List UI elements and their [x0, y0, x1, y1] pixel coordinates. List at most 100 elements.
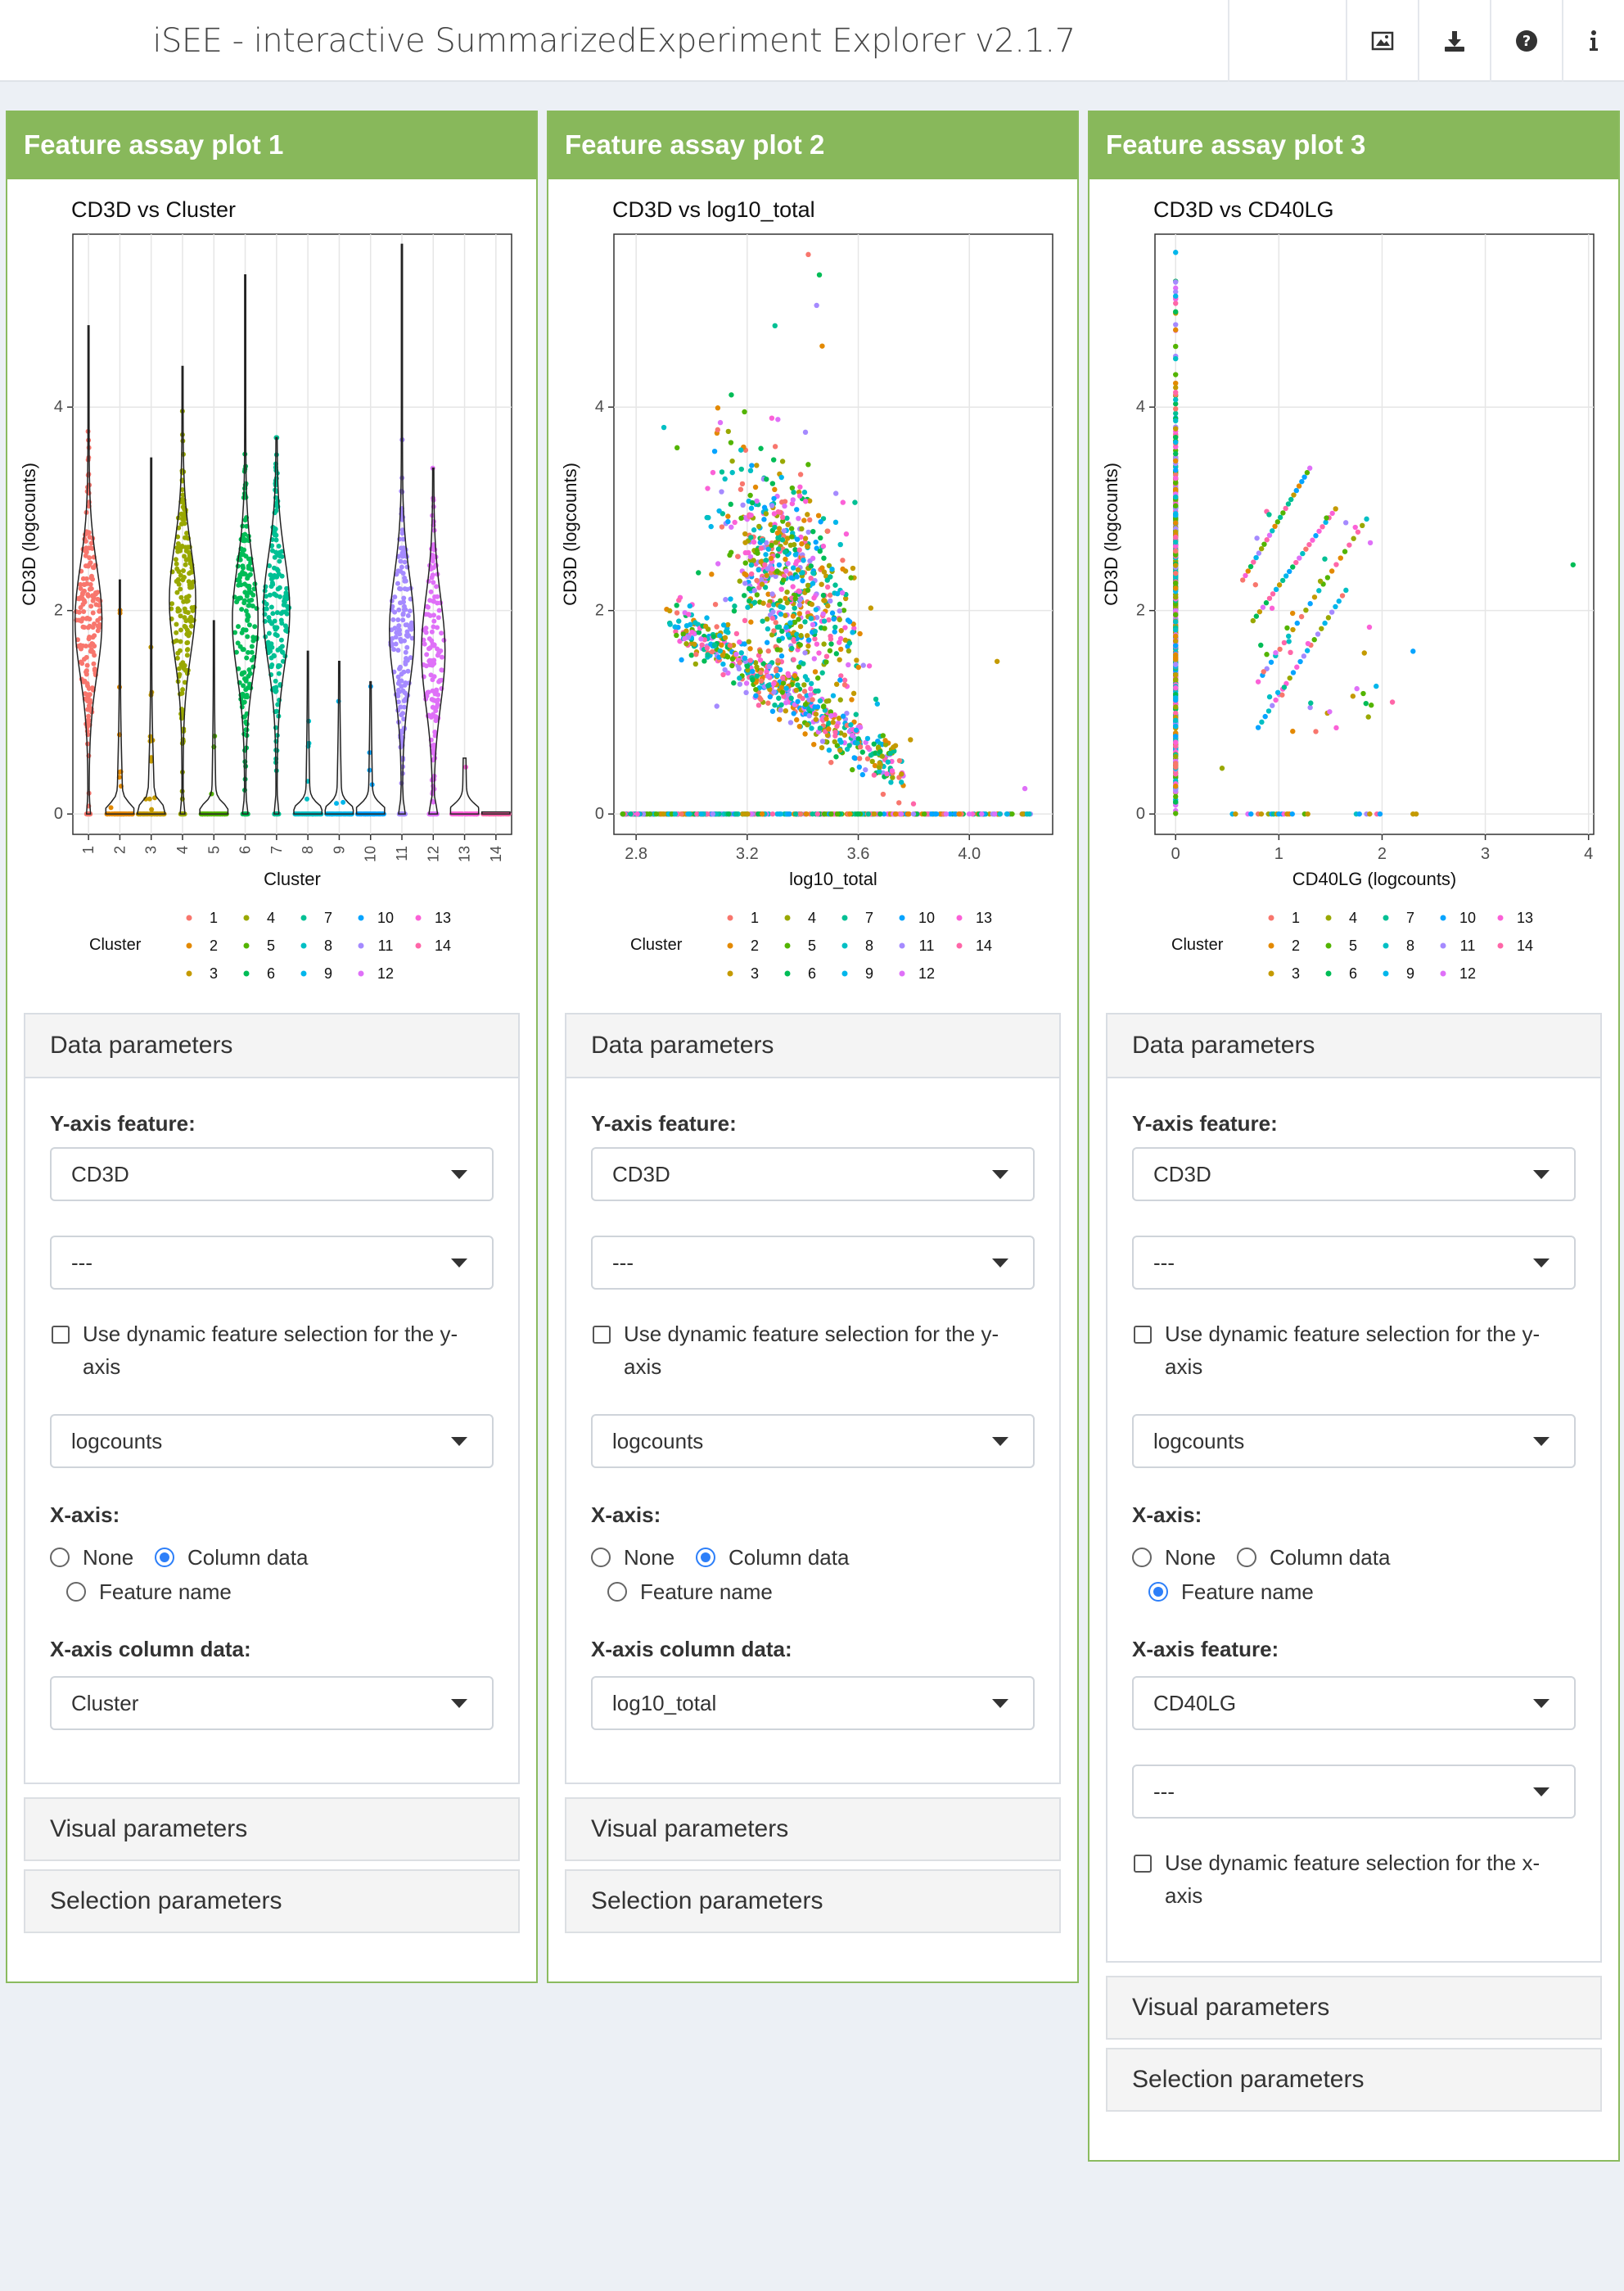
checkbox-icon[interactable] [593, 1326, 611, 1344]
data-point [431, 657, 437, 663]
radio-column-data[interactable]: Column data [1237, 1543, 1390, 1571]
x-axis-column-data-select[interactable]: log10_total [591, 1676, 1035, 1730]
legend-key [358, 915, 364, 921]
data-point [1322, 620, 1328, 626]
assay-select[interactable]: logcounts [591, 1414, 1035, 1468]
data-point [784, 599, 790, 606]
data-point [178, 613, 183, 619]
visual-parameters-box[interactable]: Visual parameters [24, 1797, 520, 1861]
visual-parameters-box[interactable]: Visual parameters [565, 1797, 1061, 1861]
plot-area-3[interactable]: CD3D vs CD40LG 0 2 4 CD3D (logcounts) CD40LG… [1089, 179, 1618, 1006]
y-axis-feature-select[interactable]: CD3D [1132, 1147, 1576, 1201]
data-point [1173, 401, 1179, 407]
radio-none[interactable]: None [50, 1543, 133, 1571]
radio-none[interactable]: None [1132, 1543, 1216, 1571]
y-axis-feature-select[interactable]: CD3D [50, 1147, 494, 1201]
checkbox-icon[interactable] [1134, 1326, 1152, 1344]
data-parameters-header[interactable]: Data parameters [25, 1014, 518, 1078]
radio-icon[interactable] [591, 1548, 611, 1567]
radio-feature-name[interactable]: Feature name [1148, 1578, 1314, 1606]
select-value: --- [1153, 1779, 1175, 1804]
info-icon[interactable] [1562, 0, 1624, 82]
y-axis-secondary-select[interactable]: --- [1132, 1236, 1576, 1290]
scatter-chart[interactable]: 0 2 4 CD3D (logcounts) CD40LG (logcounts) Clu… [1089, 179, 1618, 1006]
x-axis-secondary-select[interactable]: --- [1132, 1765, 1576, 1819]
caret-down-icon [451, 1258, 467, 1268]
dynamic-x-checkbox[interactable]: Use dynamic feature selection for the x-… [1132, 1846, 1574, 1912]
checkbox-icon[interactable] [52, 1326, 70, 1344]
radio-icon[interactable] [155, 1548, 174, 1567]
data-point [179, 487, 185, 493]
radio-icon[interactable] [66, 1582, 86, 1602]
download-icon[interactable] [1418, 0, 1490, 82]
data-point [702, 623, 709, 630]
dynamic-y-checkbox[interactable]: Use dynamic feature selection for the y-… [591, 1317, 1033, 1383]
data-point [80, 624, 86, 630]
assay-select[interactable]: logcounts [1132, 1414, 1576, 1468]
data-point [719, 489, 724, 495]
x-axis-column-data-select[interactable]: Cluster [50, 1676, 494, 1730]
x-axis-feature-select[interactable]: CD40LG [1132, 1676, 1576, 1730]
y-axis-secondary-select[interactable]: --- [591, 1236, 1035, 1290]
radio-icon[interactable] [1237, 1548, 1256, 1567]
data-point [1311, 594, 1318, 600]
data-point [745, 604, 751, 610]
data-parameters-header[interactable]: Data parameters [566, 1014, 1059, 1078]
data-point [811, 595, 817, 601]
data-point [787, 571, 793, 577]
dynamic-y-checkbox[interactable]: Use dynamic feature selection for the y-… [1132, 1317, 1574, 1383]
dynamic-y-checkbox[interactable]: Use dynamic feature selection for the y-… [50, 1317, 492, 1383]
y-axis-feature-select[interactable]: CD3D [591, 1147, 1035, 1201]
data-point [801, 558, 806, 563]
radio-icon[interactable] [50, 1548, 70, 1567]
data-point [439, 654, 444, 660]
data-point [1273, 697, 1279, 703]
checkbox-label-cont: axis [1165, 1883, 1203, 1908]
selection-parameters-box[interactable]: Selection parameters [565, 1869, 1061, 1933]
data-point [247, 671, 253, 676]
plot-area-2[interactable]: CD3D vs log10_total 0 2 4 CD3D (logcounts) l… [548, 179, 1077, 1006]
data-parameters-header[interactable]: Data parameters [1107, 1014, 1600, 1078]
radio-feature-name[interactable]: Feature name [607, 1578, 773, 1606]
data-point [435, 646, 440, 652]
data-point [1280, 510, 1286, 516]
selection-parameters-box[interactable]: Selection parameters [24, 1869, 520, 1933]
radio-feature-name[interactable]: Feature name [66, 1578, 232, 1606]
radio-column-data[interactable]: Column data [155, 1543, 308, 1571]
plot-area-1[interactable]: CD3D vs Cluster 0 2 4 CD3D (logcounts) Clust… [7, 179, 536, 1006]
data-point [1360, 522, 1365, 529]
panel-title: Feature assay plot 1 [7, 111, 536, 179]
radio-none[interactable]: None [591, 1543, 674, 1571]
radio-icon[interactable] [1148, 1582, 1168, 1602]
checkbox-icon[interactable] [1134, 1855, 1152, 1873]
data-point [754, 463, 760, 468]
select-value: --- [612, 1250, 634, 1275]
data-point [435, 600, 440, 606]
radio-icon[interactable] [607, 1582, 627, 1602]
data-point [1266, 512, 1272, 517]
visual-parameters-box[interactable]: Visual parameters [1106, 1976, 1602, 2040]
radio-icon[interactable] [1132, 1548, 1152, 1567]
data-point [1261, 669, 1266, 675]
x-tick-label: 5 [205, 846, 222, 854]
data-point [398, 704, 404, 710]
question-icon[interactable]: ? [1490, 0, 1562, 82]
y-axis-secondary-select[interactable]: --- [50, 1236, 494, 1290]
image-icon[interactable] [1346, 0, 1418, 82]
x-axis-label: CD40LG (logcounts) [1292, 869, 1457, 889]
legend-key [300, 942, 307, 949]
selection-parameters-box[interactable]: Selection parameters [1106, 2048, 1602, 2112]
radio-column-data[interactable]: Column data [696, 1543, 849, 1571]
data-point [851, 626, 857, 631]
data-point [83, 539, 88, 545]
data-point [808, 680, 814, 687]
data-point [823, 573, 829, 579]
assay-select[interactable]: logcounts [50, 1414, 494, 1468]
legend-key [899, 942, 905, 949]
data-point [805, 633, 810, 639]
radio-icon[interactable] [696, 1548, 715, 1567]
data-point [743, 572, 749, 578]
data-point [1265, 708, 1272, 714]
